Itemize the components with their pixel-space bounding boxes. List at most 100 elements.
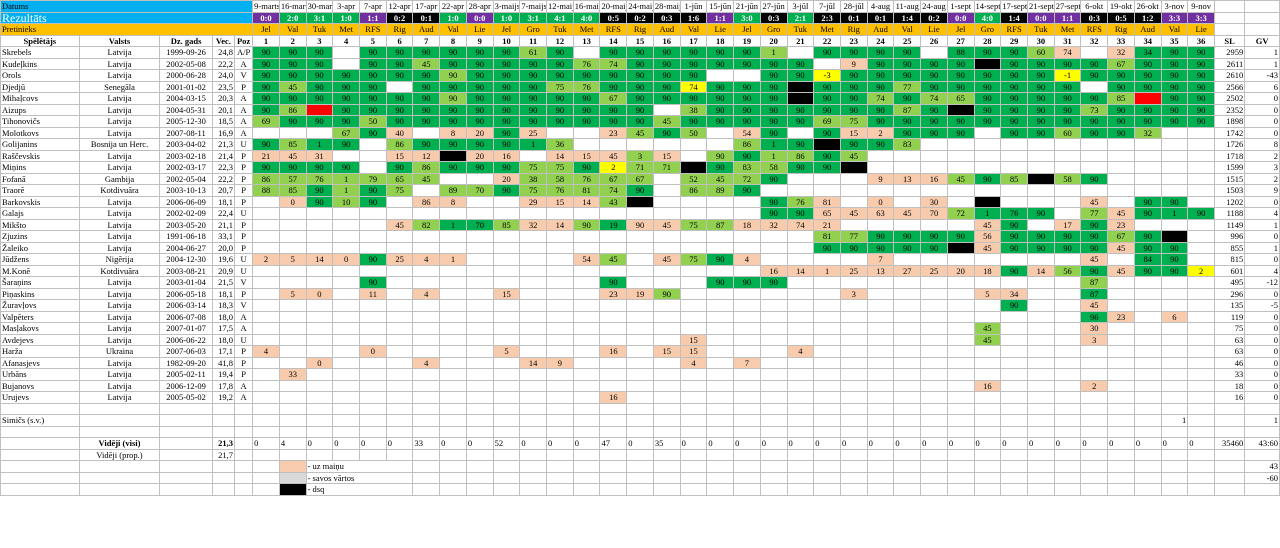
total-cell: 0: [973, 437, 1002, 450]
minutes-cell: 14: [786, 264, 815, 277]
player-row: Skrebels Latvija 1999-09-26 24,8 A/P 90 90 90 90…: [0, 46, 1280, 59]
minutes-cell: [465, 241, 494, 254]
empty: [626, 425, 654, 438]
round-number: 23: [839, 34, 868, 47]
minutes-cell: [572, 207, 601, 220]
empty: [893, 483, 922, 496]
empty: [706, 425, 735, 438]
minutes-cell: 90: [1000, 218, 1028, 231]
empty: [759, 414, 788, 427]
empty: [1053, 471, 1082, 484]
minutes-cell: 45: [706, 172, 735, 185]
minutes-cell: [866, 287, 895, 300]
minutes-cell: 90: [946, 80, 975, 93]
minutes-cell: [786, 356, 815, 369]
minutes-cell: [1107, 345, 1135, 358]
minutes-cell: [278, 322, 307, 335]
player-name: Tihonovičs: [0, 115, 80, 128]
minutes-cell: [759, 379, 788, 392]
player-name: Urbāns: [0, 368, 80, 381]
empty: [866, 460, 895, 473]
date-cell: 21-sept: [1026, 0, 1055, 13]
round-number: 35: [1160, 34, 1189, 47]
player-name: Golijanins: [0, 138, 80, 151]
player-gv: -5: [1244, 299, 1280, 312]
minutes-cell: 90: [1133, 103, 1162, 116]
player-age: 21,5: [211, 276, 235, 289]
empty: [305, 448, 334, 461]
minutes-cell: [706, 195, 735, 208]
opponents-row: Pretinieks Jel Val Tuk Met RFS Rig Aud Val Lie Jel…: [0, 23, 1280, 36]
player-gv: 3: [1244, 161, 1280, 174]
minutes-cell: [385, 195, 414, 208]
dates-row: Datums9-marts16-marts30-marts3-apr7-apr1…: [0, 0, 1280, 13]
minutes-cell: [920, 356, 948, 369]
empty: [211, 471, 235, 484]
player-pos: U: [233, 264, 254, 277]
empty: [211, 414, 235, 427]
minutes-cell: 90: [893, 230, 922, 243]
minutes-cell: [973, 356, 1002, 369]
minutes-cell: 90: [1053, 230, 1082, 243]
minutes-cell: 86: [412, 195, 441, 208]
minutes-cell: [332, 276, 360, 289]
minutes-cell: 90: [546, 69, 574, 82]
empty: [1080, 483, 1109, 496]
player-age: 22,2: [211, 172, 235, 185]
label-pretinieks: Pretinieks: [0, 23, 254, 36]
minutes-cell: [1160, 126, 1189, 139]
minutes-cell: [1160, 379, 1189, 392]
minutes-cell: [492, 299, 521, 312]
minutes-cell: 90: [439, 46, 467, 59]
minutes-cell: 90: [706, 253, 735, 266]
empty: [839, 414, 868, 427]
minutes-cell: [786, 46, 815, 59]
minutes-cell: [786, 322, 815, 335]
minutes-cell: [252, 195, 280, 208]
minutes-cell: [572, 368, 601, 381]
player-born: 2002-03-17: [159, 161, 213, 174]
minutes-cell: [1000, 184, 1028, 197]
minutes-cell: 3: [626, 149, 654, 162]
total-cell: 0: [813, 437, 841, 450]
minutes-cell: [332, 299, 360, 312]
minutes-cell: [546, 379, 574, 392]
player-sl: 2611: [1213, 57, 1246, 70]
minutes-cell: 75: [546, 161, 574, 174]
minutes-cell: [1080, 368, 1109, 381]
minutes-cell: 56: [1053, 264, 1082, 277]
minutes-cell: [1133, 299, 1162, 312]
minutes-cell: 87: [893, 103, 922, 116]
minutes-cell: [893, 356, 922, 369]
opponent-cell: Jel: [733, 23, 761, 36]
minutes-cell: [973, 345, 1002, 358]
minutes-cell: 90: [1026, 69, 1055, 82]
player-country: Latvija: [78, 69, 161, 82]
minutes-cell: 45: [278, 80, 307, 93]
player-age: 18,1: [211, 287, 235, 300]
empty: [252, 402, 280, 415]
player-born: 2007-01-07: [159, 322, 213, 335]
player-name: Fofanā: [0, 172, 80, 185]
player-gv: 2: [1244, 149, 1280, 162]
minutes-cell: [519, 379, 548, 392]
minutes-cell: 90: [1026, 57, 1055, 70]
minutes-cell: [252, 299, 280, 312]
minutes-cell: 90: [733, 57, 761, 70]
total-cell: 0: [733, 437, 761, 450]
minutes-cell: [572, 46, 601, 59]
minutes-cell: [1026, 310, 1055, 323]
minutes-cell: [519, 207, 548, 220]
minutes-cell: [733, 264, 761, 277]
minutes-cell: [519, 322, 548, 335]
empty: [973, 471, 1002, 484]
minutes-cell: [1107, 322, 1135, 335]
minutes-cell: [359, 138, 387, 151]
player-pos: P: [233, 149, 254, 162]
opponent-cell: Jel: [492, 23, 521, 36]
minutes-cell: 90: [866, 57, 895, 70]
total-cell: 0: [626, 437, 654, 450]
player-name: Jūdžens: [0, 253, 80, 266]
minutes-cell: 38: [519, 172, 548, 185]
result-cell: 0:2: [920, 11, 948, 24]
